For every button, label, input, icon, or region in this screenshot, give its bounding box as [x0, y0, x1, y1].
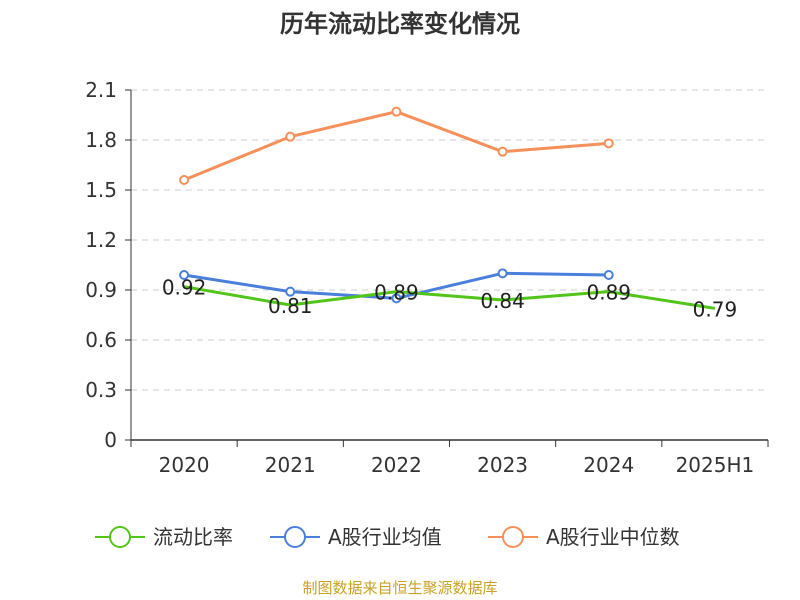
legend-label: 流动比率	[153, 525, 233, 549]
y-tick-label: 1.8	[85, 128, 117, 152]
data-point	[497, 268, 508, 279]
y-tick-label: 2.1	[85, 78, 117, 102]
source-note: 制图数据来自恒生聚源数据库	[302, 579, 497, 597]
data-point	[285, 286, 296, 297]
data-point	[391, 106, 402, 117]
x-tick-label: 2022	[371, 453, 422, 477]
x-tick-label: 2025H1	[676, 453, 755, 477]
data-point	[603, 270, 614, 280]
grid-lines	[131, 89, 768, 391]
axes: 0 0.3 0.6 0.9 1.2 1.5 1.8 2.1 2020 2021 2022 2023 20…	[85, 78, 769, 477]
data-labels: 0.92 0.81 0.89 0.84 0.89 0.79	[162, 276, 737, 322]
data-point	[179, 175, 190, 185]
data-point	[391, 293, 402, 304]
legend-marker	[109, 526, 131, 548]
series-layer	[179, 106, 716, 310]
chart-title: 历年流动比率变化情况	[280, 10, 520, 38]
x-tick-label: 2024	[583, 453, 634, 477]
data-point	[179, 270, 190, 280]
y-tick-label: 0.3	[85, 378, 117, 402]
legend-marker	[284, 526, 306, 548]
data-label: 0.81	[268, 294, 313, 318]
data-label: 0.79	[693, 297, 738, 321]
y-tick-label: 0.6	[85, 328, 117, 352]
data-label: 0.89	[586, 281, 631, 305]
series-line-0	[183, 285, 716, 310]
data-label: 0.89	[374, 281, 419, 305]
legend-marker	[502, 526, 524, 548]
x-tick-label: 2023	[477, 453, 528, 477]
y-tick-label: 1.5	[85, 178, 117, 202]
y-tick-label: 0	[104, 428, 117, 452]
data-point	[497, 146, 508, 157]
data-label: 0.84	[480, 289, 525, 313]
data-point	[603, 138, 614, 149]
series-line-2	[183, 110, 609, 182]
legend[interactable]: 流动比率 A股行业均值 A股行业中位数	[95, 525, 680, 549]
x-tick-label: 2021	[265, 453, 316, 477]
legend-label: A股行业均值	[328, 525, 442, 549]
y-tick-label: 0.9	[85, 278, 117, 302]
x-tick-label: 2020	[159, 453, 210, 477]
legend-label: A股行业中位数	[546, 525, 680, 549]
data-point	[285, 131, 296, 142]
data-label: 0.92	[162, 276, 207, 300]
y-tick-label: 1.2	[85, 228, 117, 252]
